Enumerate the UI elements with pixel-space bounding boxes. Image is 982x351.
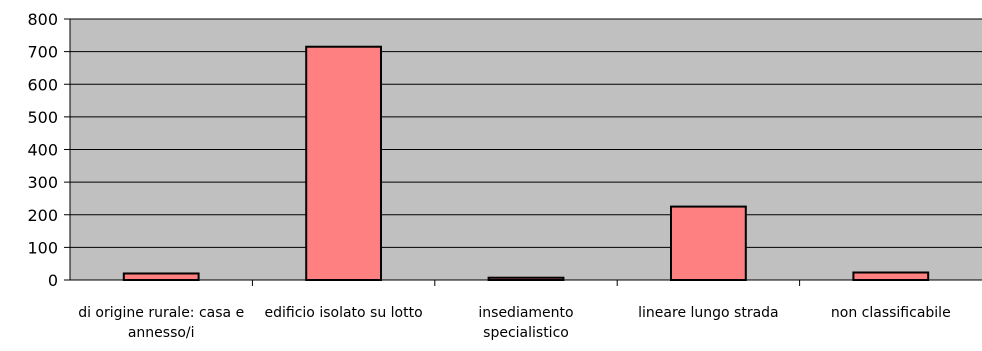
bar — [670, 205, 747, 281]
y-tick-label: 700 — [27, 43, 58, 62]
x-category-label: di origine rurale: casa e annesso/i — [78, 305, 244, 341]
y-tick-label: 500 — [27, 108, 58, 127]
y-tick-label: 600 — [27, 75, 58, 94]
y-tick-label: 0 — [48, 271, 58, 290]
y-tick-labels: 0 100 200 300 400 500 600 700 800 — [27, 10, 58, 290]
gridlines — [64, 18, 982, 281]
y-tick-label: 800 — [27, 10, 58, 29]
x-category-label: lineare lungo strada — [638, 305, 778, 321]
axes — [69, 19, 982, 286]
y-tick-label: 200 — [27, 206, 58, 225]
y-tick-label: 400 — [27, 141, 58, 160]
x-category-label: edificio isolato su lotto — [265, 305, 423, 321]
bar — [305, 45, 382, 282]
bars — [122, 45, 930, 282]
y-tick-label: 100 — [27, 238, 58, 257]
x-category-label: non classificabile — [831, 305, 951, 321]
x-category-labels: di origine rurale: casa e annesso/i edific… — [78, 305, 950, 341]
bar — [122, 272, 200, 282]
bar — [852, 271, 930, 281]
y-tick-label: 300 — [27, 173, 58, 192]
x-category-label: insediamento specialistico — [478, 305, 573, 341]
